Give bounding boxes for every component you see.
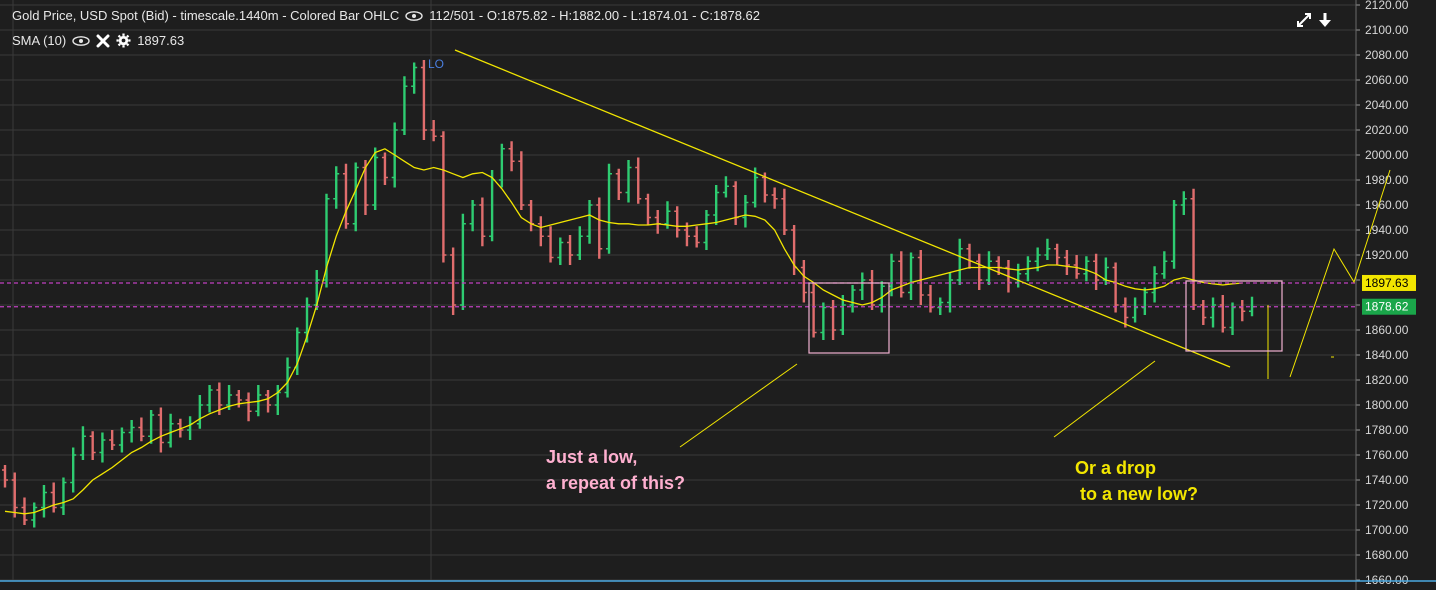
highlight-box-2 [1185, 280, 1283, 352]
y-tick-label: 1860.00 [1365, 323, 1409, 337]
y-tick-label: 1920.00 [1365, 248, 1409, 262]
y-tick-label: 1720.00 [1365, 498, 1409, 512]
sma-line [4, 148, 1243, 515]
y-tick-label: 2060.00 [1365, 73, 1409, 87]
y-tick-label: 1680.00 [1365, 548, 1409, 562]
price-tag [1362, 274, 1416, 291]
y-tick-label: 1660.00 [1365, 573, 1409, 587]
price-tag-label: 1878.62 [1365, 300, 1409, 314]
annotation-just-a-low: Just a low, a repeat of this? [546, 447, 686, 493]
trend-line [454, 49, 1231, 368]
annotation-pointer-2 [1053, 360, 1156, 438]
annotation-new-low: Or a drop to a new low? [1075, 458, 1199, 504]
indicator-label: SMA (10) [12, 33, 67, 48]
price-tag [1362, 298, 1416, 315]
y-tick-label: 2080.00 [1365, 48, 1409, 62]
indicator-eye-icon[interactable] [72, 35, 90, 46]
expand-icon[interactable] [1296, 12, 1312, 28]
y-tick-label: 2020.00 [1365, 123, 1409, 137]
y-tick-label: 1800.00 [1365, 398, 1409, 412]
y-tick-label: 1820.00 [1365, 373, 1409, 387]
chart-toolbar [1296, 12, 1332, 28]
y-tick-label: 1780.00 [1365, 423, 1409, 437]
y-tick-label: 2000.00 [1365, 148, 1409, 162]
indicator-legend: SMA (10) 1897.63 [12, 33, 184, 48]
y-tick-label: 2040.00 [1365, 98, 1409, 112]
y-tick-label: 1760.00 [1365, 448, 1409, 462]
indicator-remove-icon[interactable] [96, 34, 110, 48]
annotation-pointer-1 [679, 363, 798, 448]
bar-info: 112/501 - O:1875.82 - H:1882.00 - L:1874… [429, 8, 761, 23]
y-tick-label: 1740.00 [1365, 473, 1409, 487]
indicator-settings-gear-icon[interactable] [116, 33, 131, 48]
y-tick-label: 1700.00 [1365, 523, 1409, 537]
chart-title: Gold Price, USD Spot (Bid) - timescale.1… [12, 8, 400, 23]
indicator-value: 1897.63 [137, 33, 185, 48]
y-tick-label: 1840.00 [1365, 348, 1409, 362]
eye-icon[interactable] [405, 10, 423, 21]
lo-label: LO [428, 57, 444, 71]
y-tick-label: 2120.00 [1365, 0, 1409, 12]
y-tick-label: 1940.00 [1365, 223, 1409, 237]
projection-line-2 [1289, 169, 1391, 378]
y-tick-label: 1960.00 [1365, 198, 1409, 212]
y-tick-label: 2100.00 [1365, 23, 1409, 37]
download-arrow-icon[interactable] [1318, 12, 1332, 28]
price-tag-label: 1897.63 [1365, 276, 1409, 290]
chart-header: Gold Price, USD Spot (Bid) - timescale.1… [12, 8, 760, 23]
highlight-box-1 [808, 282, 890, 354]
